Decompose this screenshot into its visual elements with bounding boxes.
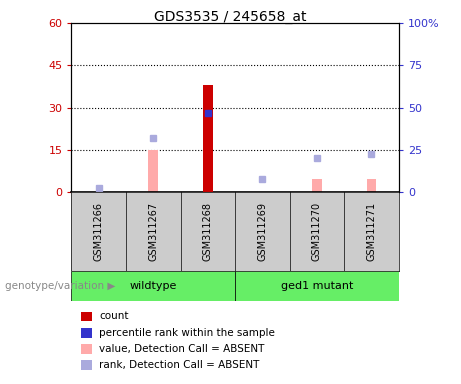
Text: wildtype: wildtype <box>130 281 177 291</box>
Text: GDS3535 / 245658_at: GDS3535 / 245658_at <box>154 10 307 23</box>
Bar <box>312 179 322 192</box>
Text: GSM311269: GSM311269 <box>257 202 267 261</box>
Text: GSM311270: GSM311270 <box>312 202 322 261</box>
Text: GSM311271: GSM311271 <box>366 202 377 261</box>
Bar <box>366 179 376 192</box>
Text: percentile rank within the sample: percentile rank within the sample <box>99 328 275 338</box>
Text: genotype/variation ▶: genotype/variation ▶ <box>5 281 115 291</box>
Bar <box>203 85 213 192</box>
Bar <box>71 271 235 301</box>
Text: GSM311266: GSM311266 <box>94 202 104 261</box>
Text: value, Detection Call = ABSENT: value, Detection Call = ABSENT <box>99 344 265 354</box>
Text: GSM311267: GSM311267 <box>148 202 158 261</box>
Bar <box>235 271 399 301</box>
Text: rank, Detection Call = ABSENT: rank, Detection Call = ABSENT <box>99 360 260 370</box>
Bar <box>148 150 158 192</box>
Text: GSM311268: GSM311268 <box>203 202 213 261</box>
Text: ged1 mutant: ged1 mutant <box>281 281 353 291</box>
Text: count: count <box>99 311 129 321</box>
